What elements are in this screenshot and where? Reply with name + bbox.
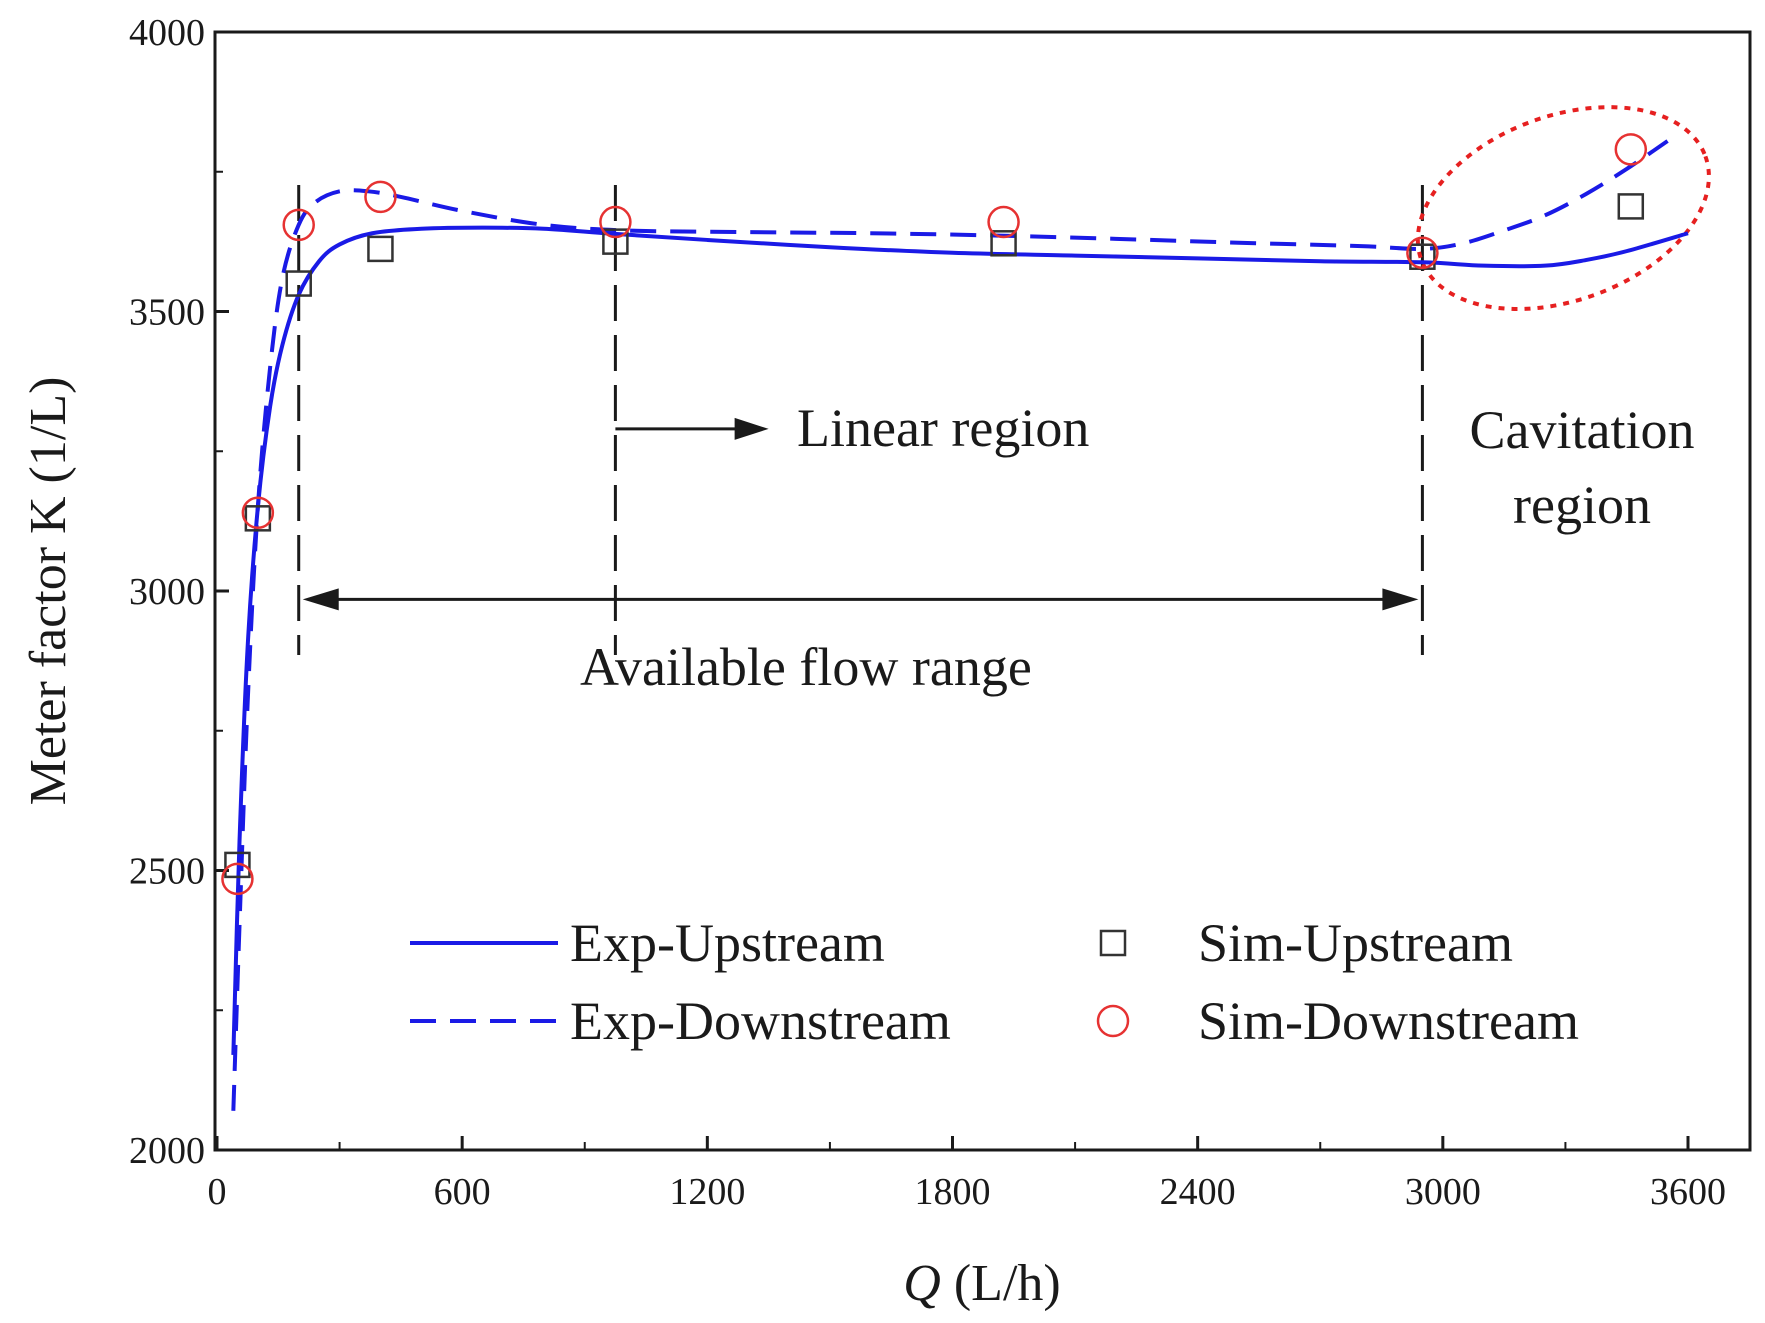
sim-downstream-point bbox=[987, 205, 1020, 239]
annotations: Linear region Available flow range Cavit… bbox=[580, 398, 1694, 697]
y-tick-label: 3500 bbox=[129, 292, 205, 334]
y-tick-label: 3000 bbox=[129, 571, 205, 613]
available-flow-range-label: Available flow range bbox=[580, 637, 1032, 697]
legend-marker-sim-downstream bbox=[1096, 1004, 1130, 1038]
sim-upstream-point bbox=[224, 851, 251, 879]
sim-downstream-point bbox=[241, 496, 275, 529]
linear-region-label: Linear region bbox=[797, 398, 1089, 458]
guide-lines bbox=[297, 105, 1711, 655]
x-axis-title-symbol: Q bbox=[903, 1255, 941, 1312]
sim-downstream-point bbox=[364, 180, 397, 214]
x-axis-title: Q (L/h) bbox=[903, 1255, 1060, 1312]
data-markers bbox=[221, 133, 1648, 896]
cavitation-region-label-line1: Cavitation bbox=[1470, 400, 1695, 460]
x-tick-label: 1200 bbox=[669, 1171, 745, 1213]
y-axis-title: Meter factor K (1/L) bbox=[20, 377, 77, 806]
plot-frame bbox=[213, 30, 1752, 1152]
x-tick-label: 600 bbox=[434, 1171, 491, 1213]
sim-upstream-point bbox=[285, 270, 312, 297]
x-tick-label: 0 bbox=[208, 1171, 227, 1213]
sim-downstream-point bbox=[221, 862, 254, 896]
legend: Exp-Upstream Exp-Downstream Sim-Upstream Si… bbox=[410, 913, 1579, 1051]
legend-label-exp-upstream: Exp-Upstream bbox=[570, 913, 885, 973]
sim-upstream-point bbox=[367, 235, 394, 263]
legend-label-sim-downstream: Sim-Downstream bbox=[1198, 991, 1579, 1051]
sim-upstream-point bbox=[244, 505, 272, 532]
sim-upstream-point bbox=[602, 228, 629, 255]
axis-ticks: 0 600 1200 1800 2400 3000 3600 2000 2500 3000 3500… bbox=[129, 12, 1726, 1213]
available-range-arrow-head-left bbox=[302, 588, 339, 611]
x-tick-label: 1800 bbox=[915, 1171, 991, 1213]
x-tick-label: 3000 bbox=[1405, 1171, 1481, 1213]
sim-downstream-point bbox=[599, 205, 632, 239]
legend-marker-sim-upstream bbox=[1099, 929, 1127, 957]
sim-upstream-point bbox=[990, 230, 1017, 257]
cavitation-ellipse bbox=[1415, 105, 1711, 312]
available-range-arrow-head-right bbox=[1382, 588, 1419, 611]
cavitation-region-label-line2: region bbox=[1513, 475, 1651, 535]
sim-downstream-point bbox=[1614, 133, 1648, 166]
y-tick-label: 2000 bbox=[129, 1130, 205, 1172]
y-tick-label: 4000 bbox=[129, 12, 205, 54]
sim-downstream-point bbox=[282, 208, 315, 242]
legend-label-exp-downstream: Exp-Downstream bbox=[570, 991, 951, 1051]
legend-label-sim-upstream: Sim-Upstream bbox=[1198, 913, 1513, 973]
sim-downstream-point bbox=[1406, 236, 1439, 270]
x-axis-title-unit: (L/h) bbox=[941, 1255, 1061, 1312]
x-tick-label: 2400 bbox=[1160, 1171, 1236, 1213]
linear-region-arrow-head bbox=[734, 417, 769, 440]
x-tick-label: 3600 bbox=[1650, 1171, 1726, 1213]
sim-upstream-point bbox=[1617, 193, 1645, 220]
y-tick-label: 2500 bbox=[129, 851, 205, 893]
